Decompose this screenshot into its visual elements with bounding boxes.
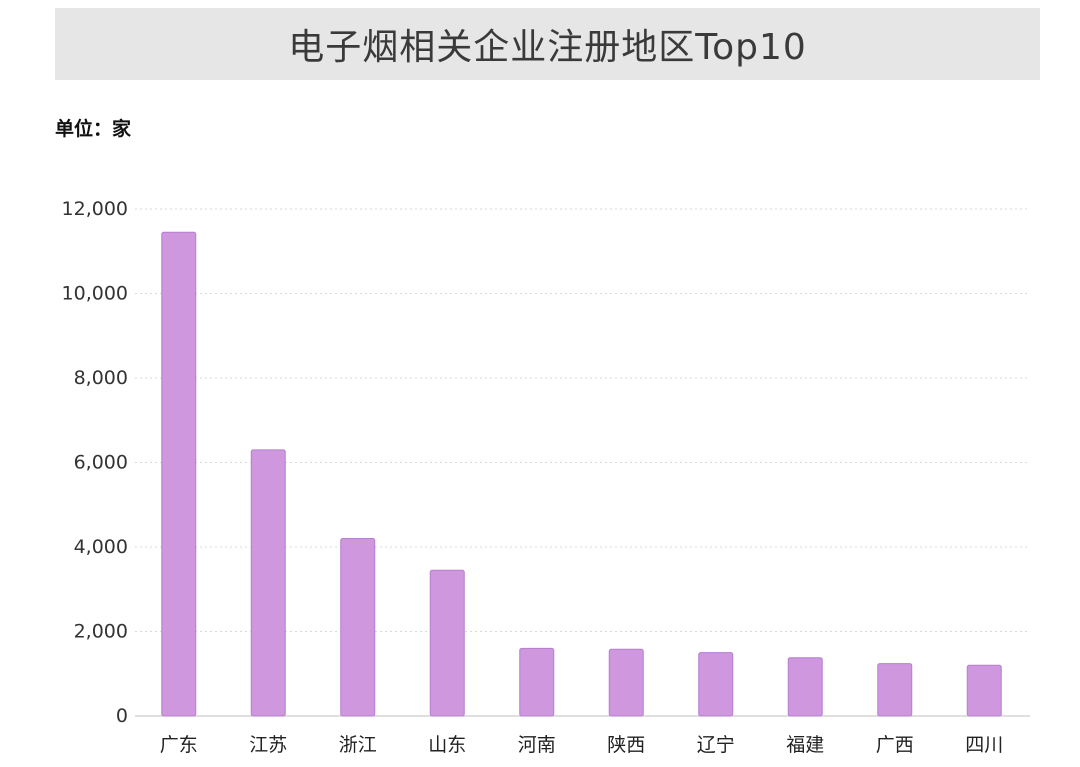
label-layer: 0 2,000 4,000 6,000 8,000 10,000 12,000 广东 江苏 浙江 山…: [62, 198, 1004, 756]
chart-title: 电子烟相关企业注册地区Top10: [288, 27, 807, 68]
x-category-label: 广西: [876, 734, 914, 756]
bar-layer: [161, 231, 1002, 717]
bar-9: [877, 663, 913, 717]
bar-4: [429, 569, 465, 717]
x-category-label: 河南: [518, 734, 556, 756]
bar-1: [161, 231, 197, 717]
unit-label: 单位：家: [55, 118, 132, 140]
x-category-label: 广东: [160, 734, 198, 756]
y-tick-label: 4,000: [74, 536, 128, 558]
bar-3: [340, 538, 376, 717]
bar-2: [250, 449, 286, 717]
bar-6: [608, 648, 644, 717]
x-category-label: 辽宁: [697, 734, 735, 756]
bar-7: [698, 652, 734, 717]
bar-5: [519, 647, 555, 717]
y-tick-label: 10,000: [62, 283, 128, 305]
x-category-label: 陕西: [607, 734, 645, 756]
y-tick-label: 6,000: [74, 452, 128, 474]
y-tick-label: 0: [116, 705, 128, 727]
x-category-label: 四川: [965, 734, 1003, 756]
bar-10: [966, 664, 1002, 717]
x-category-label: 福建: [786, 734, 824, 756]
y-tick-label: 12,000: [62, 198, 128, 220]
x-category-label: 浙江: [339, 734, 377, 756]
chart-title-bar: 电子烟相关企业注册地区Top10: [55, 8, 1040, 80]
bar-8: [787, 657, 823, 717]
y-tick-label: 2,000: [74, 621, 128, 643]
x-category-label: 江苏: [249, 734, 287, 756]
x-category-label: 山东: [428, 734, 466, 756]
y-tick-label: 8,000: [74, 367, 128, 389]
